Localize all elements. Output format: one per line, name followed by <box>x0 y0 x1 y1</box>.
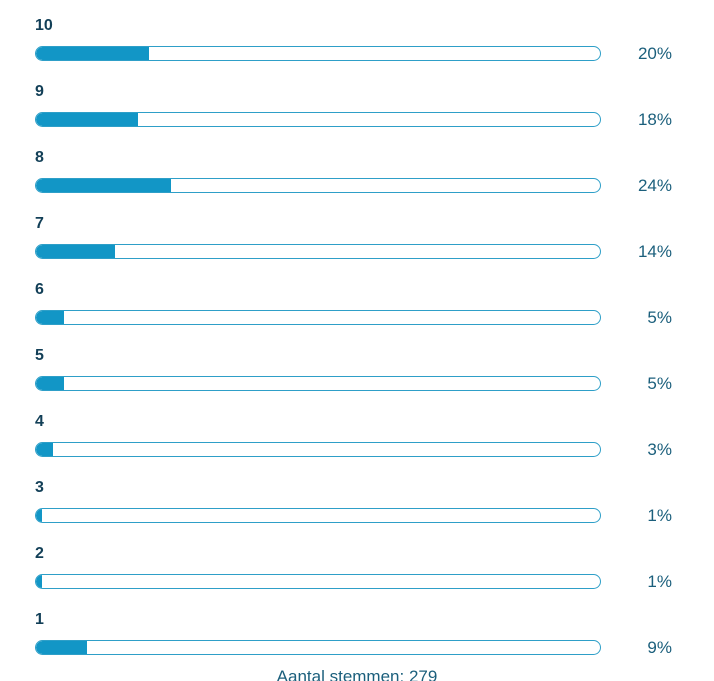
bar-fill <box>36 311 65 324</box>
bar-fill <box>36 641 87 654</box>
bar-value-label: 14% <box>637 242 672 261</box>
total-votes-caption: Aantal stemmen: 279 <box>276 667 438 681</box>
rating-row: 8 24% <box>35 148 714 194</box>
bar-value-label: 9% <box>647 638 672 657</box>
bar-line: 1% <box>35 573 714 590</box>
rating-category-label: 8 <box>35 149 44 166</box>
bar-line: 18% <box>35 111 714 128</box>
bar-fill <box>36 443 53 456</box>
rating-category-label: 2 <box>35 545 44 562</box>
bar-track <box>35 442 601 457</box>
bar-value-label: 24% <box>637 176 672 195</box>
rating-row: 4 3% <box>35 412 714 458</box>
rating-category-label: 7 <box>35 215 44 232</box>
bar-track <box>35 640 601 655</box>
bar-line: 24% <box>35 177 714 194</box>
bar-fill <box>36 377 65 390</box>
bar-fill <box>36 47 149 60</box>
rating-row: 3 1% <box>35 478 714 524</box>
rating-bar-chart: 10 20% 9 18% 8 24% 7 <box>35 16 714 656</box>
bar-value-label: 20% <box>637 44 672 63</box>
bar-value-label: 1% <box>647 572 672 591</box>
rating-category-label: 6 <box>35 281 44 298</box>
bar-track <box>35 508 601 523</box>
bar-fill <box>36 179 172 192</box>
bar-track <box>35 310 601 325</box>
bar-line: 14% <box>35 243 714 260</box>
bar-track <box>35 574 601 589</box>
rating-category-label: 5 <box>35 347 44 364</box>
bar-value-label: 5% <box>647 308 672 327</box>
rating-row: 9 18% <box>35 82 714 128</box>
bar-line: 5% <box>35 375 714 392</box>
rating-row: 1 9% <box>35 610 714 656</box>
bar-fill <box>36 575 42 588</box>
bar-line: 20% <box>35 45 714 62</box>
bar-line: 3% <box>35 441 714 458</box>
rating-category-label: 4 <box>35 413 44 430</box>
rating-category-label: 3 <box>35 479 44 496</box>
bar-line: 5% <box>35 309 714 326</box>
bar-fill <box>36 113 138 126</box>
bar-line: 9% <box>35 639 714 656</box>
rating-row: 6 5% <box>35 280 714 326</box>
bar-track <box>35 112 601 127</box>
rating-row: 10 20% <box>35 16 714 62</box>
rating-category-label: 10 <box>35 17 53 34</box>
bar-track <box>35 46 601 61</box>
bar-value-label: 1% <box>647 506 672 525</box>
bar-track <box>35 244 601 259</box>
rating-category-label: 1 <box>35 611 44 628</box>
bar-value-label: 18% <box>637 110 672 129</box>
bar-line: 1% <box>35 507 714 524</box>
rating-category-label: 9 <box>35 83 44 100</box>
bar-rows-container: 10 20% 9 18% 8 24% 7 <box>35 16 714 656</box>
bar-value-label: 3% <box>647 440 672 459</box>
bar-fill <box>36 509 42 522</box>
rating-row: 5 5% <box>35 346 714 392</box>
bar-track <box>35 178 601 193</box>
bar-value-label: 5% <box>647 374 672 393</box>
bar-fill <box>36 245 115 258</box>
bar-track <box>35 376 601 391</box>
rating-row: 2 1% <box>35 544 714 590</box>
rating-row: 7 14% <box>35 214 714 260</box>
